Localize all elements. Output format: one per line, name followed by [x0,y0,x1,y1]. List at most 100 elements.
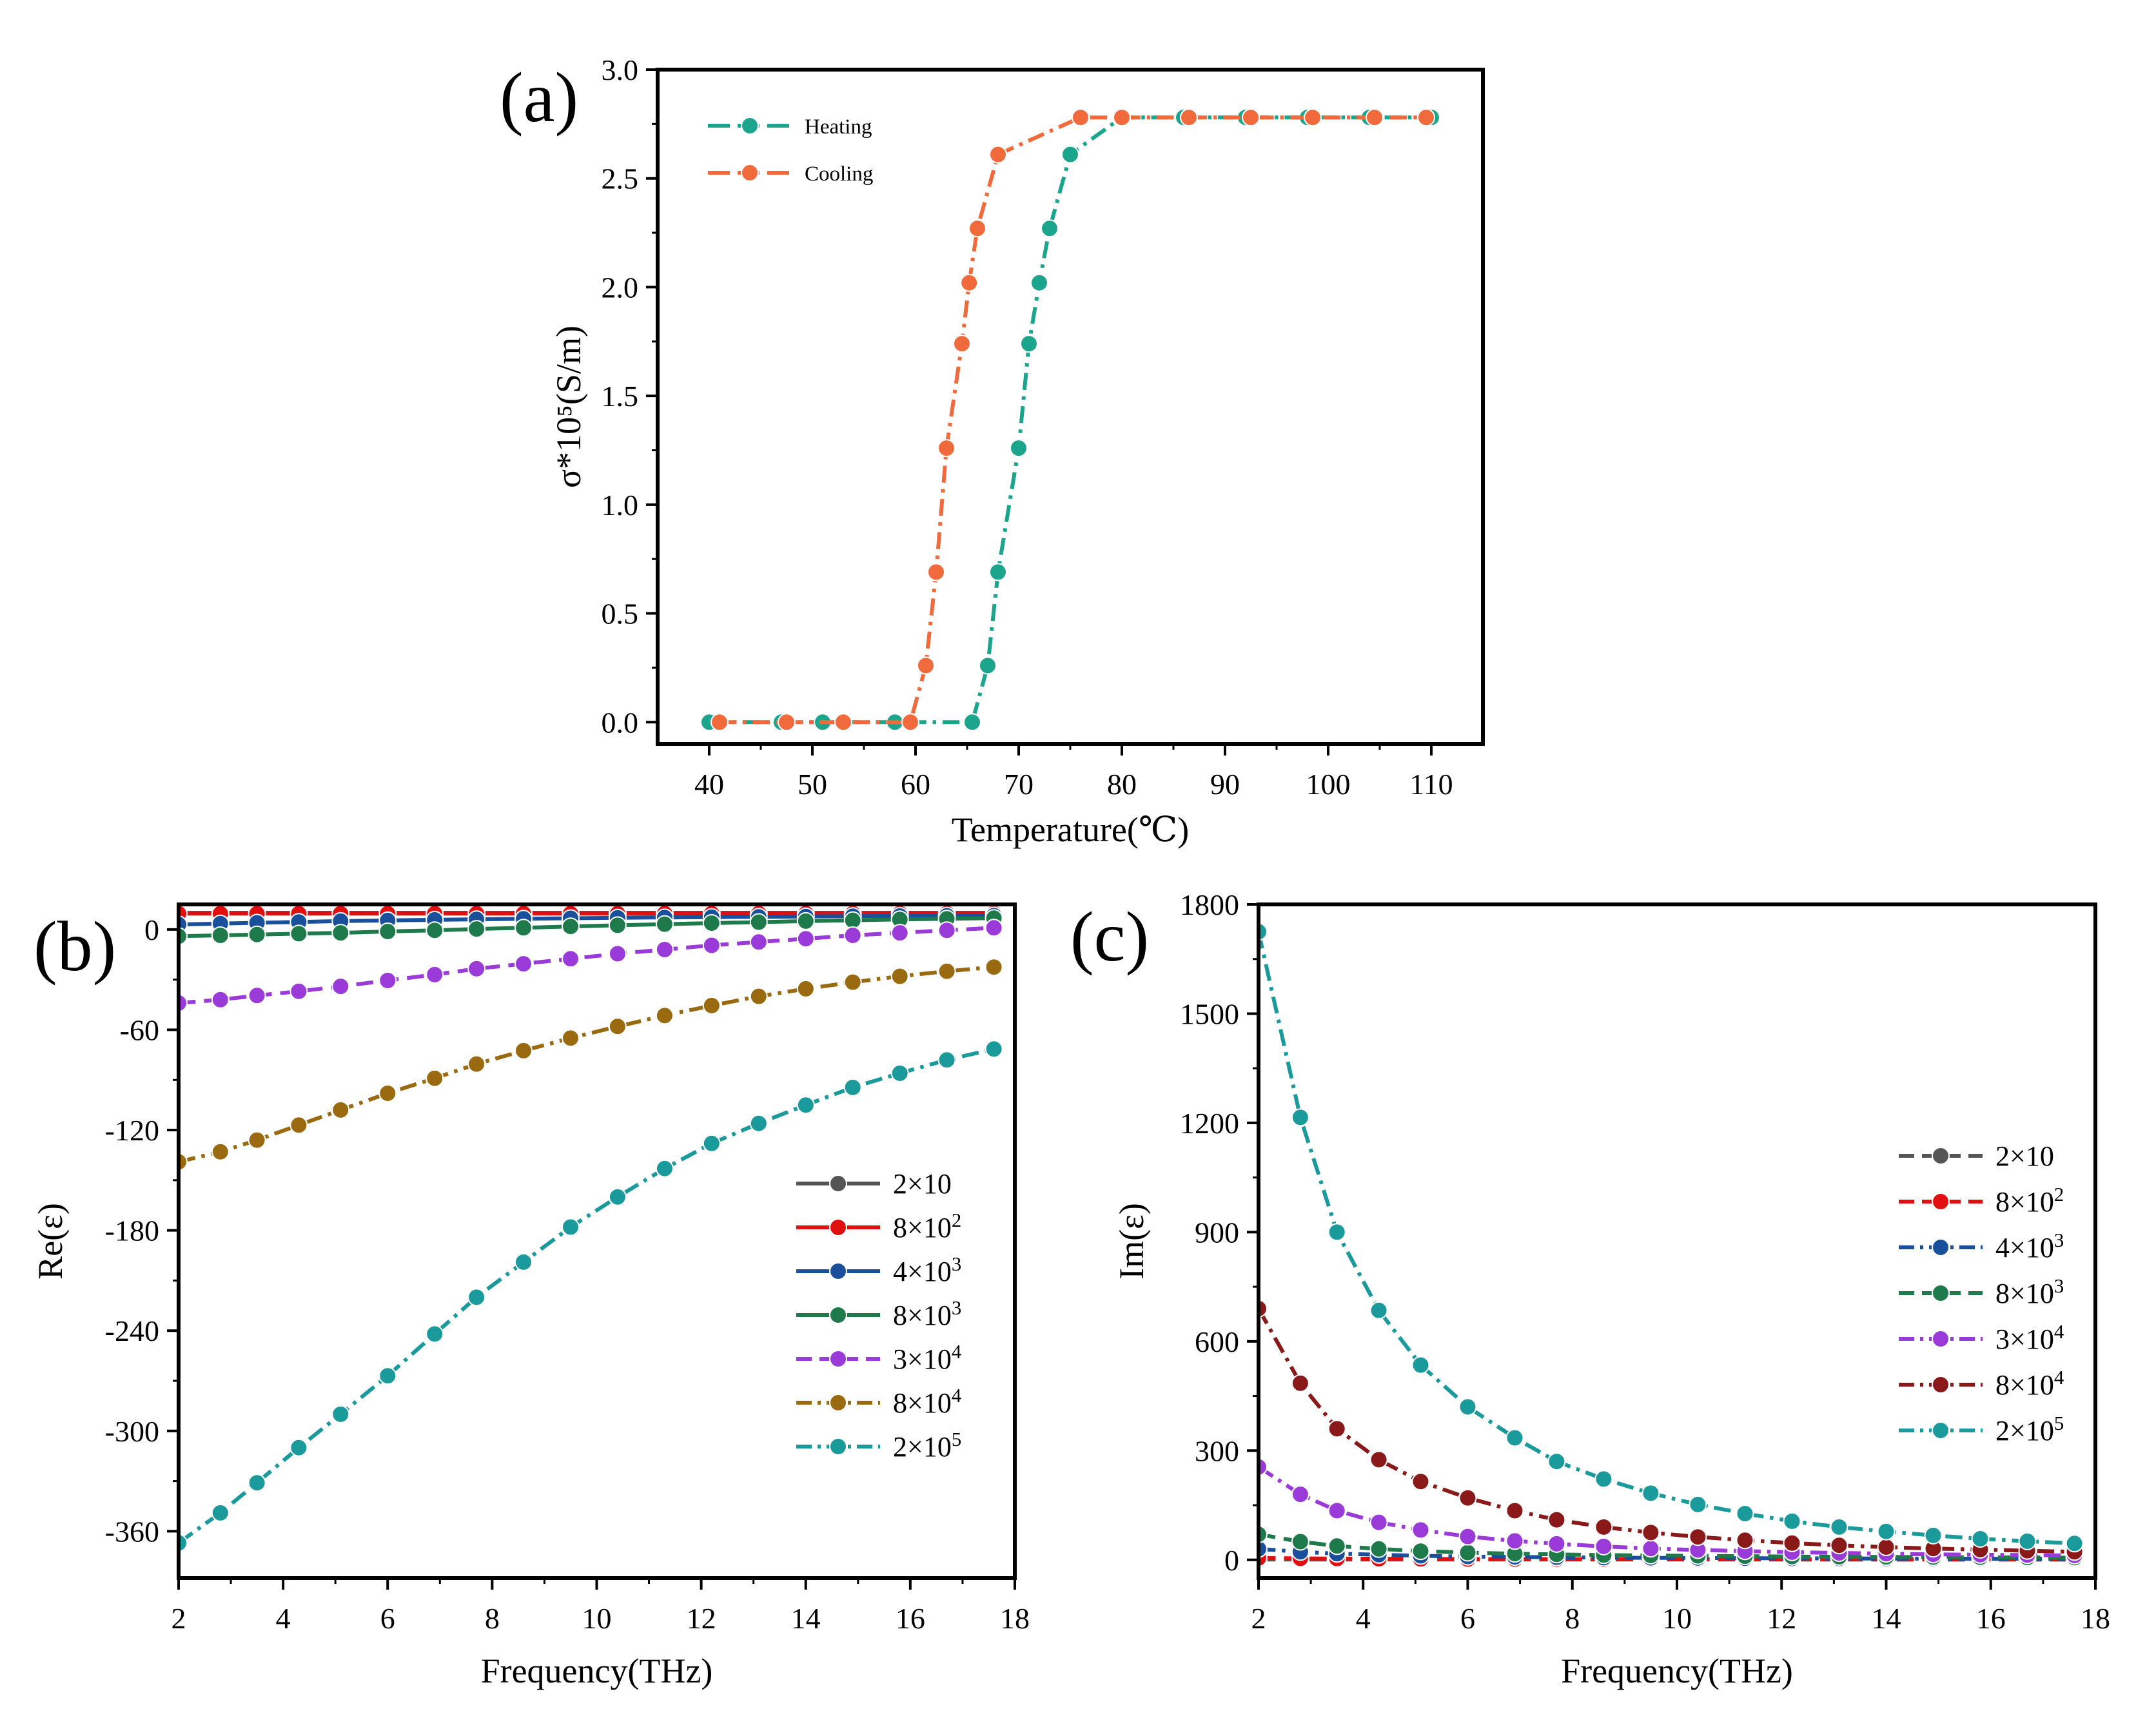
data-point [1328,1419,1346,1438]
data-point [562,1029,580,1048]
legend-label: 4×103 [1995,1229,2064,1263]
data-point [834,713,852,732]
legend-marker [829,1175,847,1193]
legend-marker [1932,1330,1950,1348]
data-point [608,944,627,963]
plot-area [700,108,1440,732]
legend-label: Heating [805,115,872,139]
data-point [655,1006,674,1025]
chart-panel-2: (b) 2 4 6 8 10 12 14 16 18 0 -60 -120 -180 -240 -300 -36… [31,902,1030,1690]
legend-label: 2×10 [1995,1140,2054,1172]
data-point [467,1288,486,1307]
legend-marker [829,1350,847,1368]
x-tick-label: 70 [1004,768,1034,801]
data-point [289,924,308,943]
data-point [1291,1108,1309,1127]
data-point [1783,1512,1801,1530]
data-point [179,1534,188,1552]
data-point [248,1474,266,1492]
data-point [843,926,862,944]
data-point [989,145,1007,164]
data-point [1259,1300,1268,1318]
data-point [1642,1523,1660,1542]
data-point [985,919,1003,937]
data-point [467,1055,486,1073]
data-point [467,920,486,939]
data-point [843,911,862,930]
y-tick-label: 3.0 [602,54,639,86]
data-point [702,936,721,955]
data-point [1304,108,1322,127]
data-point [211,990,230,1009]
data-point [608,916,627,935]
data-point [426,965,444,984]
y-tick-label: 900 [1195,1216,1239,1249]
data-point [378,971,397,990]
y-tick-label: 600 [1195,1325,1239,1358]
data-point [796,1096,815,1115]
data-point [1369,1301,1388,1320]
data-point [979,656,997,675]
data-point [655,1159,674,1178]
data-point [1877,1522,1896,1541]
y-tick-label: -300 [105,1415,159,1448]
x-tick-label: 80 [1107,768,1137,801]
legend-label: 3×104 [893,1341,961,1375]
data-point [1642,1539,1660,1558]
y-tick-label: -120 [105,1114,159,1147]
y-tick-label: 2.0 [602,271,639,304]
data-point [2018,1532,2037,1550]
data-point [608,1017,627,1036]
y-tick-label: 0.5 [602,598,639,630]
data-point [289,1438,308,1457]
y-tick-label: -180 [105,1214,159,1247]
x-tick-label: 18 [2081,1602,2110,1635]
data-point [937,439,956,458]
plot-area [1259,922,2084,1569]
legend-label: 8×103 [1995,1275,2064,1309]
x-tick-label: 6 [1460,1602,1475,1635]
data-point [1020,335,1038,353]
data-point [1061,145,1079,164]
data-point [1689,1528,1707,1546]
x-axis-title: Frequency(THz) [481,1652,713,1690]
data-point [608,1187,627,1206]
data-point [1180,108,1198,127]
plot-frame [1257,902,2097,1580]
x-tick-label: 110 [1409,768,1453,801]
data-point [1030,273,1048,292]
data-point [1328,1537,1346,1555]
data-point [1411,1356,1430,1374]
data-point [1736,1531,1754,1550]
legend-marker [1932,1421,1950,1439]
data-point [702,1134,721,1153]
panel-letter: (a) [500,58,578,137]
legend-marker [1932,1376,1950,1394]
x-tick-label: 8 [485,1602,500,1635]
data-point [917,656,935,675]
x-tick-label: 6 [380,1602,395,1635]
data-point [901,713,919,732]
y-tick-label: 0.0 [602,706,639,739]
data-point [1113,108,1131,127]
legend-label: Cooling [805,162,873,186]
data-point [1328,1501,1346,1520]
legend-label: 8×104 [893,1385,961,1419]
data-point [179,994,188,1012]
legend: 2×10 8×102 4×103 8×103 3×104 8×104 2×105 [1899,1140,2064,1447]
data-point [426,921,444,940]
data-point [1594,1517,1613,1536]
legend-marker [1932,1238,1950,1256]
data-point [211,1503,230,1522]
legend-marker [829,1394,847,1412]
y-tick-label: 300 [1195,1434,1239,1467]
data-point [179,927,188,946]
y-tick-label: 1500 [1180,997,1239,1030]
data-point [1924,1526,1943,1545]
data-point [655,915,674,933]
x-tick-label: 16 [1976,1602,2006,1635]
data-point [514,955,533,973]
plot-area [179,904,1003,1552]
data-point [1505,1501,1524,1520]
